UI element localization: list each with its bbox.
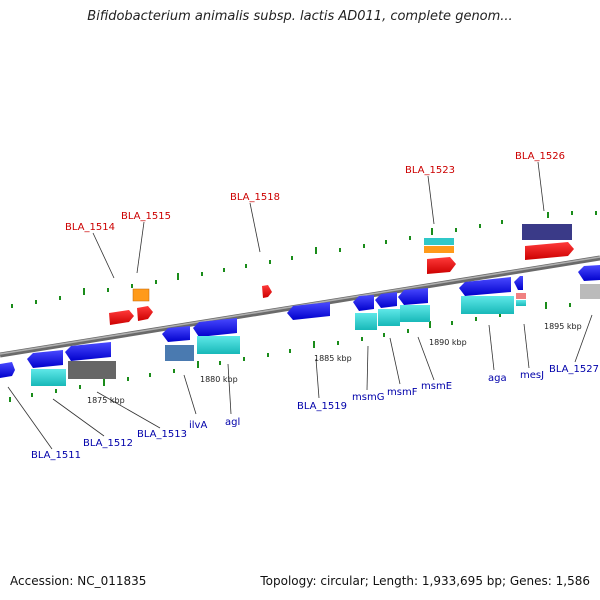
gene-bla1511 bbox=[27, 350, 63, 368]
gene-bla1523 bbox=[427, 257, 456, 274]
gene-msmg bbox=[353, 295, 374, 311]
scale-label-1895: 1895 kbp bbox=[544, 322, 582, 331]
gene-bla1518 bbox=[262, 285, 272, 298]
label-msmg: msmG bbox=[352, 392, 384, 403]
scale-label-1885: 1885 kbp bbox=[314, 354, 352, 363]
gene-agl bbox=[193, 318, 237, 337]
scale-label-1880: 1880 kbp bbox=[200, 375, 238, 384]
tick-row-upper bbox=[11, 211, 597, 308]
label-agl: agl bbox=[225, 417, 240, 428]
gene-bla1512-cds bbox=[68, 361, 116, 379]
tick-row-lower bbox=[9, 302, 571, 402]
gene-agl-cds bbox=[197, 336, 240, 354]
label-bla1518: BLA_1518 bbox=[230, 192, 280, 203]
label-ilva: ilvA bbox=[189, 420, 207, 431]
gene-edge-left bbox=[0, 362, 15, 378]
gene-msmf-cds bbox=[378, 309, 400, 326]
gene-mesj-cds bbox=[516, 300, 526, 306]
label-bla1512: BLA_1512 bbox=[83, 438, 133, 449]
gene-ilva-cds bbox=[165, 345, 194, 361]
gene-bla1515 bbox=[137, 306, 153, 321]
gene-bla1514 bbox=[109, 310, 134, 325]
genome-summary-text: Topology: circular; Length: 1,933,695 bp… bbox=[260, 574, 590, 588]
gene-msmf bbox=[375, 292, 397, 308]
gene-bla1527-cds bbox=[580, 284, 600, 299]
label-bla1527: BLA_1527 bbox=[549, 364, 599, 375]
gene-bla1519 bbox=[287, 302, 330, 320]
gene-msme-cds bbox=[400, 305, 430, 322]
gene-mseme bbox=[398, 288, 428, 305]
label-bla1514: BLA_1514 bbox=[65, 222, 115, 233]
label-aga: aga bbox=[488, 373, 507, 384]
gene-aga-cds bbox=[461, 296, 514, 314]
scale-label-1875: 1875 kbp bbox=[87, 396, 125, 405]
gene-msmg-cds bbox=[355, 313, 377, 330]
gene-bla1511-cds bbox=[31, 369, 66, 386]
label-msme: msmE bbox=[421, 381, 452, 392]
label-mesj: mesJ bbox=[520, 370, 544, 381]
gene-bla1512 bbox=[65, 342, 111, 361]
label-msmf: msmF bbox=[387, 387, 418, 398]
forward-genes bbox=[109, 224, 574, 325]
gene-bla1523-cyan bbox=[424, 238, 454, 245]
label-bla1515: BLA_1515 bbox=[121, 211, 171, 222]
label-bla1519: BLA_1519 bbox=[297, 401, 347, 412]
gene-bla1527 bbox=[578, 265, 600, 281]
gene-aga bbox=[459, 277, 511, 296]
label-bla1526: BLA_1526 bbox=[515, 151, 565, 162]
label-bla1511: BLA_1511 bbox=[31, 450, 81, 461]
scale-label-1890: 1890 kbp bbox=[429, 338, 467, 347]
gene-mesj-pink bbox=[516, 293, 526, 299]
gene-bla1523-orange bbox=[424, 246, 454, 253]
reverse-genes bbox=[0, 265, 600, 386]
gene-mesj bbox=[514, 276, 523, 290]
gene-bla1526-navy bbox=[522, 224, 572, 240]
map-title: Bifidobacterium animalis subsp. lactis A… bbox=[87, 9, 513, 24]
label-bla1523: BLA_1523 bbox=[405, 165, 455, 176]
gene-bla1515-orange bbox=[132, 288, 150, 302]
gene-ilva bbox=[162, 326, 190, 342]
leader-lines bbox=[7, 161, 593, 450]
accession-text: Accession: NC_011835 bbox=[10, 574, 147, 588]
gene-bla1526 bbox=[525, 242, 574, 260]
label-bla1513: BLA_1513 bbox=[137, 429, 187, 440]
